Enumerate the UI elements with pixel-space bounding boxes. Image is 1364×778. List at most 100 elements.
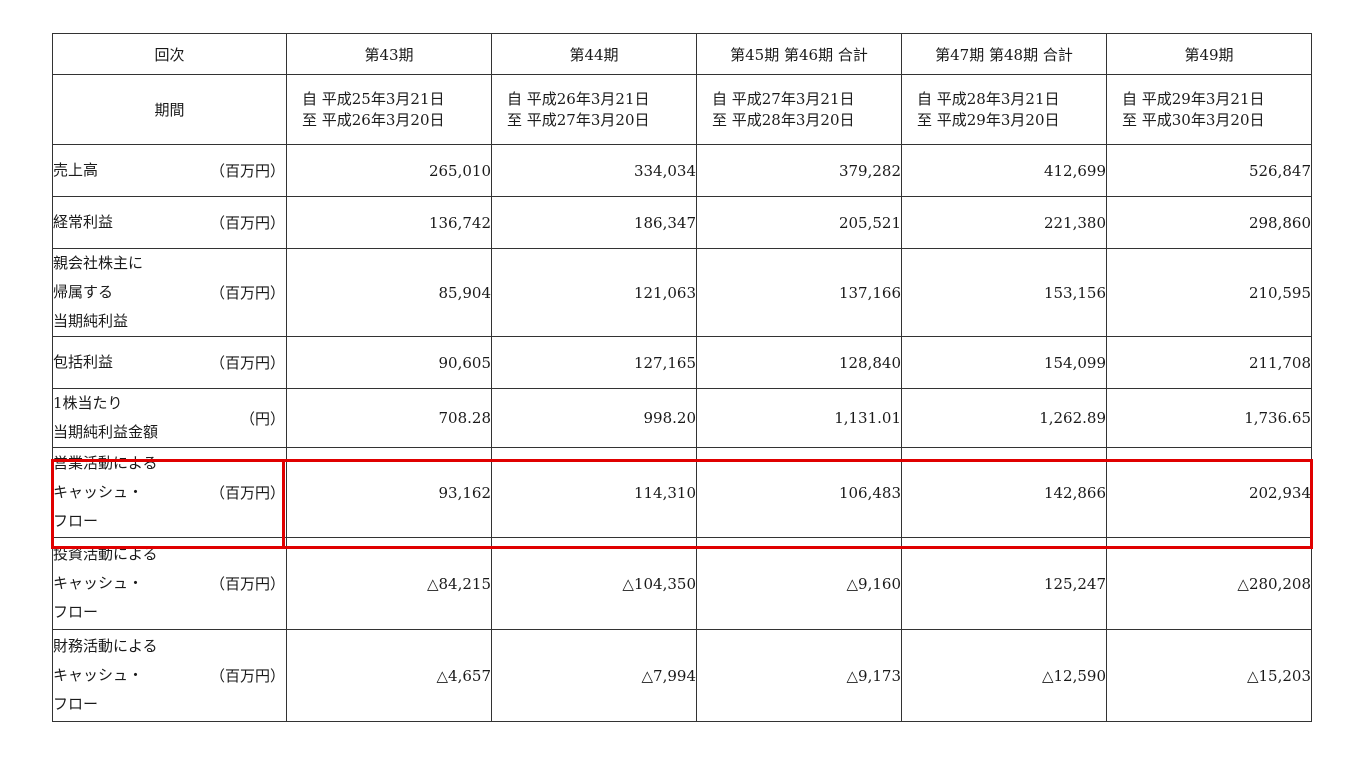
value-cell: 211,708 [1106,336,1312,389]
value-cell: 125,247 [901,537,1107,630]
period-to: 至 平成29年3月20日 [917,110,1060,129]
value-cell: △4,657 [286,629,492,722]
value-cell: 186,347 [491,196,697,249]
value-cell: 202,934 [1106,447,1312,538]
value-cell: △104,350 [491,537,697,630]
data-rows: 売上高 （百万円） 265,010 334,034 379,282 412,699 526,… [52,144,1312,722]
value-cell: 93,162 [286,447,492,538]
period-cell: 自 平成25年3月21日 至 平成26年3月20日 [286,74,492,145]
financial-summary-table: 回次 第43期 第44期 第45期 第46期 合計 第47期 第48期 合計 第… [52,33,1312,722]
value-cell: 412,699 [901,144,1107,197]
row-unit: （百万円） [209,667,285,685]
row-label-line: 投資活動による [53,545,158,563]
value-cell: 210,595 [1106,248,1312,337]
value-cell: 1,736.65 [1106,388,1312,448]
row-label-line: 営業活動による [53,454,158,472]
header-row-kaiji: 回次 第43期 第44期 第45期 第46期 合計 第47期 第48期 合計 第… [52,33,1312,75]
value-cell: 334,034 [491,144,697,197]
row-label-cell: 親会社株主に 帰属する 当期純利益 （百万円） [52,248,287,337]
row-label-line: キャッシュ・ [53,666,144,684]
kikan-label: 期間 [52,74,287,145]
table-row: 売上高 （百万円） 265,010 334,034 379,282 412,699 526,… [52,144,1312,197]
value-cell: △84,215 [286,537,492,630]
value-cell: 154,099 [901,336,1107,389]
row-label-line: 経常利益 [53,213,114,231]
table-row: 経常利益 （百万円） 136,742 186,347 205,521 221,380 298… [52,196,1312,249]
row-unit: （百万円） [209,354,285,372]
row-label-line: フロー [53,695,99,713]
row-unit: （百万円） [209,484,285,502]
table-row: 営業活動による キャッシュ・ フロー （百万円） 93,162 114,310 106,48… [52,447,1312,538]
row-label-line: フロー [53,512,99,530]
value-cell: 379,282 [696,144,902,197]
value-cell: 137,166 [696,248,902,337]
value-cell: 114,310 [491,447,697,538]
value-cell: 106,483 [696,447,902,538]
value-cell: △12,590 [901,629,1107,722]
table-row: 親会社株主に 帰属する 当期純利益 （百万円） 85,904 121,063 137,166… [52,248,1312,337]
column-label: 第45期 第46期 合計 [696,33,902,75]
value-cell: 142,866 [901,447,1107,538]
period-from: 自 平成29年3月21日 [1122,89,1265,108]
row-label-cell: 経常利益 （百万円） [52,196,287,249]
value-cell: △280,208 [1106,537,1312,630]
row-label-line: 包括利益 [53,353,114,371]
value-cell: 526,847 [1106,144,1312,197]
row-label-cell: 包括利益 （百万円） [52,336,287,389]
table-row: 財務活動による キャッシュ・ フロー （百万円） △4,657 △7,994 △9,173 △… [52,629,1312,722]
row-unit: （百万円） [209,162,285,180]
period-cell: 自 平成26年3月21日 至 平成27年3月20日 [491,74,697,145]
row-label-cell: 1株当たり 当期純利益金額 （円） [52,388,287,448]
value-cell: 205,521 [696,196,902,249]
period-to: 至 平成30年3月20日 [1122,110,1265,129]
period-from: 自 平成28年3月21日 [917,89,1060,108]
value-cell: 221,380 [901,196,1107,249]
period-cell: 自 平成27年3月21日 至 平成28年3月20日 [696,74,902,145]
table-row: 包括利益 （百万円） 90,605 127,165 128,840 154,099 211,… [52,336,1312,389]
value-cell: 121,063 [491,248,697,337]
period-to: 至 平成26年3月20日 [302,110,445,129]
column-label: 第49期 [1106,33,1312,75]
value-cell: 90,605 [286,336,492,389]
header-row-kikan: 期間 自 平成25年3月21日 至 平成26年3月20日 自 平成26年3月21… [52,74,1312,145]
period-to: 至 平成28年3月20日 [712,110,855,129]
row-label-line: 売上高 [53,161,99,179]
table-row: 投資活動による キャッシュ・ フロー （百万円） △84,215 △104,350 △9,1… [52,537,1312,630]
row-label-line: フロー [53,603,99,621]
period-from: 自 平成27年3月21日 [712,89,855,108]
column-label: 第44期 [491,33,697,75]
table-row: 1株当たり 当期純利益金額 （円） 708.28 998.20 1,131.01 1,262… [52,388,1312,448]
period-cell: 自 平成29年3月21日 至 平成30年3月20日 [1106,74,1312,145]
row-label-line: 親会社株主に [53,254,144,272]
kaiji-label: 回次 [52,33,287,75]
column-label: 第43期 [286,33,492,75]
value-cell: 265,010 [286,144,492,197]
value-cell: 1,262.89 [901,388,1107,448]
period-cell: 自 平成28年3月21日 至 平成29年3月20日 [901,74,1107,145]
period-from: 自 平成26年3月21日 [507,89,650,108]
value-cell: 136,742 [286,196,492,249]
value-cell: 298,860 [1106,196,1312,249]
value-cell: △15,203 [1106,629,1312,722]
period-from: 自 平成25年3月21日 [302,89,445,108]
value-cell: 85,904 [286,248,492,337]
row-label-cell: 財務活動による キャッシュ・ フロー （百万円） [52,629,287,722]
value-cell: △9,160 [696,537,902,630]
value-cell: 128,840 [696,336,902,389]
value-cell: 153,156 [901,248,1107,337]
row-unit: （百万円） [209,575,285,593]
value-cell: 708.28 [286,388,492,448]
row-unit: （百万円） [209,284,285,302]
column-label: 第47期 第48期 合計 [901,33,1107,75]
row-label-cell: 営業活動による キャッシュ・ フロー （百万円） [52,447,287,538]
value-cell: △9,173 [696,629,902,722]
value-cell: 127,165 [491,336,697,389]
value-cell: 1,131.01 [696,388,902,448]
row-label-cell: 投資活動による キャッシュ・ フロー （百万円） [52,537,287,630]
value-cell: 998.20 [491,388,697,448]
row-label-line: 帰属する [53,283,114,301]
row-unit: （円） [239,409,285,428]
row-unit: （百万円） [209,214,285,232]
row-label-line: 財務活動による [53,637,158,655]
row-label-line: キャッシュ・ [53,574,144,592]
